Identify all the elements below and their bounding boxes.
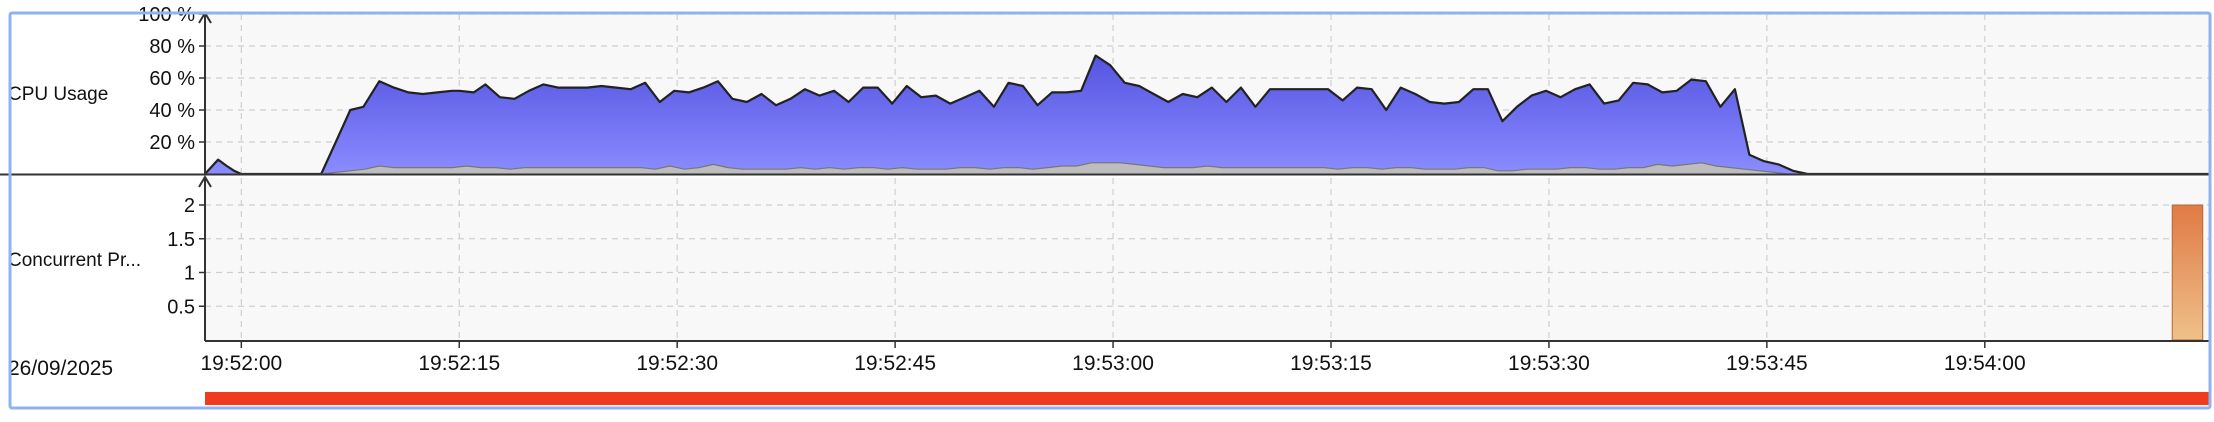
cpu-total-line bbox=[204, 54, 2210, 176]
cpu-total-area bbox=[205, 55, 2210, 174]
date-label: 26/09/2025 bbox=[8, 357, 113, 380]
x-tick-label: 19:53:30 bbox=[1508, 352, 1590, 375]
concurrent-y-tick-label: 2 bbox=[184, 195, 195, 217]
x-tick-label: 19:53:15 bbox=[1290, 352, 1372, 375]
cpu-system-area bbox=[205, 162, 2210, 174]
timeline-bar[interactable] bbox=[205, 392, 2210, 405]
x-ticks: 19:52:00 19:52:15 19:52:30 19:52:45 19:53:00… bbox=[200, 340, 2026, 375]
concurrent-label: Concurrent Pr... bbox=[8, 250, 141, 271]
cpu-y-tick-label: 100 % bbox=[138, 4, 195, 26]
x-tick-label: 19:53:45 bbox=[1726, 352, 1808, 375]
cpu-system-line bbox=[205, 162, 2210, 175]
cpu-series-group bbox=[204, 54, 2210, 176]
concurrent-bar bbox=[2171, 204, 2204, 341]
x-tick-label: 19:53:00 bbox=[1072, 352, 1154, 375]
concurrent-y-axis-arrow bbox=[198, 175, 212, 188]
concurrent-y-tick-label: 0.5 bbox=[167, 296, 195, 318]
x-tick-label: 19:52:30 bbox=[636, 352, 718, 375]
x-tick-label: 19:52:00 bbox=[200, 352, 282, 375]
cpu-y-tick-label: 60 % bbox=[149, 68, 195, 90]
cpu-y-tick-label: 20 % bbox=[149, 132, 195, 154]
concurrent-series-group bbox=[2171, 204, 2204, 341]
cpu-y-tick-label: 80 % bbox=[149, 36, 195, 58]
cpu-y-ticks: 20 % 40 % 60 % 80 % 100 % bbox=[138, 4, 205, 154]
x-tick-label: 19:52:15 bbox=[418, 352, 500, 375]
cpu-usage-label: CPU Usage bbox=[8, 84, 108, 105]
concurrent-y-ticks: 0.5 1 1.5 2 bbox=[167, 195, 205, 318]
x-tick-label: 19:54:00 bbox=[1944, 352, 2026, 375]
concurrent-grid bbox=[205, 178, 2210, 340]
x-tick-label: 19:52:45 bbox=[854, 352, 936, 375]
concurrent-y-tick-label: 1 bbox=[184, 263, 195, 285]
cpu-y-tick-label: 40 % bbox=[149, 100, 195, 122]
concurrent-plot-area bbox=[205, 178, 2210, 340]
concurrent-y-tick-label: 1.5 bbox=[167, 229, 195, 251]
selection-border bbox=[8, 11, 2212, 410]
